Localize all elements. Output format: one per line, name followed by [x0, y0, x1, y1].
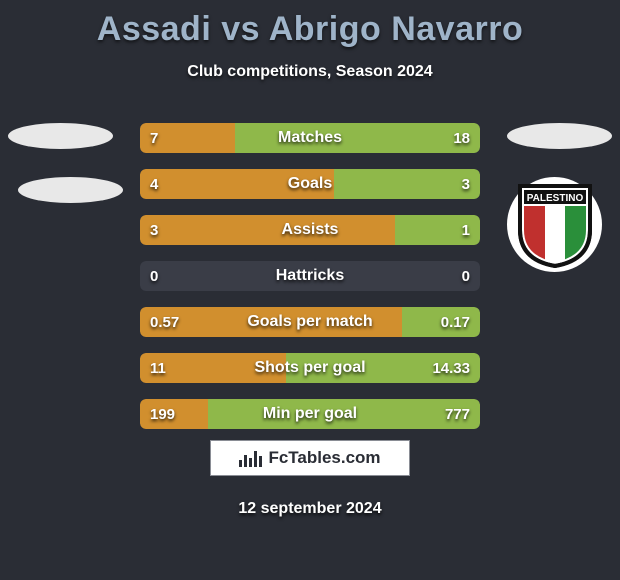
page-title: Assadi vs Abrigo Navarro: [0, 0, 620, 49]
stat-label: Hattricks: [140, 261, 480, 291]
subtitle: Club competitions, Season 2024: [0, 63, 620, 81]
stat-row: 0.570.17Goals per match: [140, 307, 480, 337]
site-name: FcTables.com: [268, 448, 380, 468]
stat-row: 1114.33Shots per goal: [140, 353, 480, 383]
stat-row: 00Hattricks: [140, 261, 480, 291]
club-crest-palestino: PALESTINO: [507, 177, 602, 272]
stat-label: Goals per match: [140, 307, 480, 337]
stats-bars: 718Matches 43Goals 31Assists 00Hattricks 0.5…: [140, 123, 480, 445]
team-logo-placeholder-left-2: [18, 177, 123, 203]
stat-row: 43Goals: [140, 169, 480, 199]
stat-row: 31Assists: [140, 215, 480, 245]
crest-label: PALESTINO: [526, 193, 583, 204]
stat-label: Goals: [140, 169, 480, 199]
team-logo-placeholder-right-1: [507, 123, 612, 149]
shield-icon: PALESTINO: [516, 182, 594, 268]
stat-label: Shots per goal: [140, 353, 480, 383]
stat-label: Assists: [140, 215, 480, 245]
stat-row: 718Matches: [140, 123, 480, 153]
date-label: 12 september 2024: [0, 500, 620, 518]
stat-label: Min per goal: [140, 399, 480, 429]
team-logo-placeholder-left-1: [8, 123, 113, 149]
site-badge[interactable]: FcTables.com: [210, 440, 410, 476]
stat-row: 199777Min per goal: [140, 399, 480, 429]
bars-chart-icon: [239, 449, 262, 467]
stat-label: Matches: [140, 123, 480, 153]
